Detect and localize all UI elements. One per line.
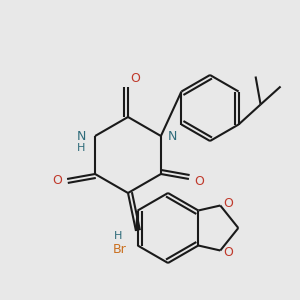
Text: Br: Br: [113, 243, 127, 256]
Text: N: N: [76, 130, 86, 143]
Text: N: N: [168, 130, 178, 143]
Text: H: H: [114, 231, 122, 241]
Text: O: O: [130, 73, 140, 85]
Text: H: H: [77, 143, 85, 153]
Text: O: O: [194, 175, 204, 188]
Text: O: O: [52, 175, 62, 188]
Text: O: O: [224, 197, 233, 210]
Text: O: O: [224, 246, 233, 259]
